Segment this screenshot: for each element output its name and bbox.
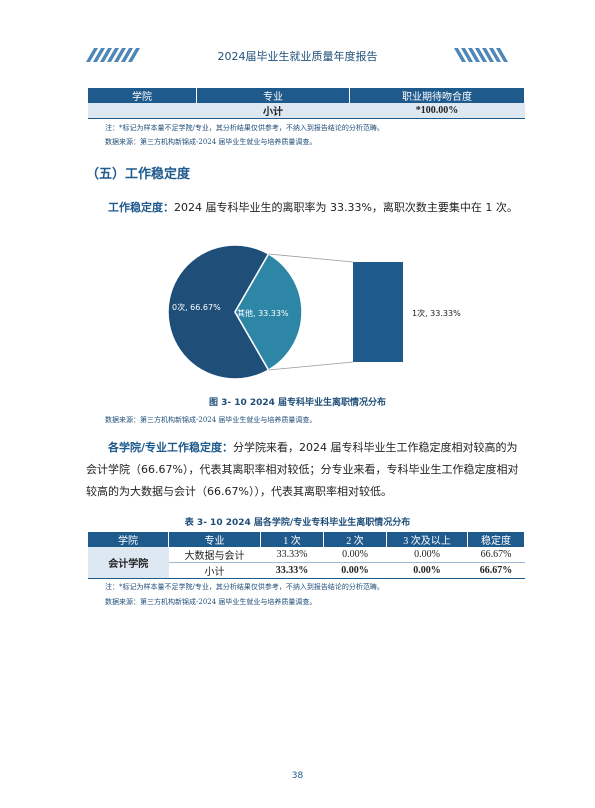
table-row: 小计 *100.00%	[88, 103, 525, 119]
cell-three-plus: 0.00%	[386, 562, 468, 579]
turnover-table: 学院 专业 1 次 2 次 3 次及以上 稳定度 会计学院 大数据与会计 33.…	[88, 532, 525, 579]
cell-stability: 66.67%	[467, 562, 525, 579]
connector-line-bottom	[268, 361, 354, 371]
cell-value: *100.00%	[349, 103, 525, 119]
breakdown-label: 1次, 33.33%	[412, 308, 461, 318]
cell-major: 小计	[168, 562, 261, 579]
page-number: 38	[291, 771, 304, 781]
col-header-three-plus: 3 次及以上	[386, 532, 468, 547]
table-note: 注：*标记为样本量不足学院/专业，其分析结果仅供参考，不纳入到报告结论的分析范畴…	[105, 124, 384, 132]
data-source-note: 数据来源：第三方机构新锦成-2024 届毕业生就业与培养质量调查。	[105, 416, 317, 424]
table-row: 会计学院 大数据与会计 33.33% 0.00% 0.00% 66.67%	[88, 547, 525, 579]
table-caption: 表 3- 10 2024 届各学院/专业专科毕业生离职情况分布	[184, 518, 411, 528]
cell-three-plus: 0.00%	[386, 547, 468, 563]
col-header-major: 专业	[168, 532, 261, 547]
cell-once: 33.33%	[260, 562, 324, 579]
cell-college	[88, 103, 197, 119]
col-header-college: 学院	[88, 88, 197, 103]
cell-college: 会计学院	[88, 547, 169, 579]
col-header-once: 1 次	[260, 532, 324, 547]
cell-stability: 66.67%	[467, 547, 525, 563]
col-header-stability: 稳定度	[467, 532, 525, 547]
turnover-pie-chart: 0次, 66.67% 其他, 33.33% 1次, 33.33%	[167, 244, 461, 380]
connector-line-top	[268, 253, 354, 263]
pie-slice-1	[234, 252, 303, 372]
pie-label-0: 0次, 66.67%	[172, 302, 221, 312]
col-header-major: 专业	[196, 88, 350, 103]
expectation-match-table: 学院 专业 职业期待吻合度 小计 *100.00%	[88, 88, 525, 119]
col-header-college: 学院	[88, 532, 169, 547]
cell-twice: 0.00%	[323, 547, 387, 563]
breakdown-bar	[353, 262, 403, 362]
paragraph-text: 分学院来看，2024 届专科毕业生工作稳定度相对较高的为会计学院（66.67%）…	[86, 441, 519, 498]
table-note: 注：*标记为样本量不足学院/专业，其分析结果仅供参考，不纳入到报告结论的分析范畴…	[105, 583, 384, 591]
section-title: （五）工作稳定度	[86, 167, 191, 182]
col-header-match: 职业期待吻合度	[349, 88, 525, 103]
paragraph-keyword: 各学院/专业工作稳定度：	[108, 441, 234, 454]
cell-major: 大数据与会计	[168, 547, 261, 563]
cell-once: 33.33%	[260, 547, 324, 563]
data-source-note: 数据来源：第三方机构新锦成-2024 届毕业生就业与培养质量调查。	[105, 598, 317, 606]
col-header-twice: 2 次	[323, 532, 387, 547]
data-source-note: 数据来源：第三方机构新锦成-2024 届毕业生就业与培养质量调查。	[105, 138, 317, 146]
paragraph-text: 2024 届专科毕业生的离职率为 33.33%，离职次数主要集中在 1 次。	[174, 201, 518, 214]
stability-paragraph: 工作稳定度：2024 届专科毕业生的离职率为 33.33%，离职次数主要集中在 …	[86, 197, 526, 219]
pie-label-1: 其他, 33.33%	[237, 308, 289, 318]
figure-caption: 图 3- 10 2024 届专科毕业生离职情况分布	[208, 398, 387, 408]
college-stability-paragraph: 各学院/专业工作稳定度：分学院来看，2024 届专科毕业生工作稳定度相对较高的为…	[86, 437, 526, 503]
cell-major: 小计	[196, 103, 350, 119]
paragraph-keyword: 工作稳定度：	[108, 201, 174, 214]
cell-twice: 0.00%	[323, 562, 387, 579]
page-header-title: 2024届毕业生就业质量年度报告	[217, 50, 378, 63]
table-row: 小计 33.33% 0.00% 0.00% 66.67%	[88, 562, 525, 579]
pie-slice-0	[167, 244, 270, 380]
header-decoration-right	[453, 48, 509, 62]
